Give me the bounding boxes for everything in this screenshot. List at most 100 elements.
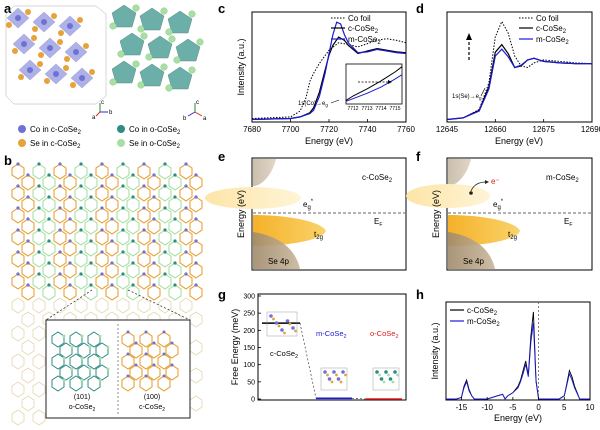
interface-inset-lattice xyxy=(51,330,179,392)
inset-c-co xyxy=(144,330,148,334)
co-polyhedron xyxy=(111,60,137,84)
lattice-co-atom xyxy=(121,162,125,166)
lattice-hexagon xyxy=(168,218,182,235)
lattice-hexagon xyxy=(137,185,151,202)
lattice-hexagon xyxy=(32,229,46,246)
legend-m-cose2: m-CoSe2 xyxy=(467,317,500,328)
panel-letter-h: h xyxy=(416,287,424,302)
lattice-hexagon xyxy=(21,240,35,257)
lattice-hexagon xyxy=(95,273,109,290)
lattice-hexagon xyxy=(63,196,77,213)
co-polyhedron xyxy=(147,35,173,59)
lattice-hexagon xyxy=(84,174,98,191)
axis-b-label: b xyxy=(109,110,113,116)
inset-c-hexagon xyxy=(121,331,135,348)
preedge-annotation: 1s(Co)→eg xyxy=(298,101,328,108)
lattice-hexagon xyxy=(74,229,88,246)
lattice-hexagon xyxy=(116,273,130,290)
lattice-co-atom xyxy=(184,206,188,210)
y-tick-label: 300 xyxy=(243,294,255,301)
se-atom xyxy=(117,50,125,58)
lattice-co-atom xyxy=(26,283,30,287)
diagram-title: c-CoSe2 xyxy=(362,173,393,184)
lattice-hexagon-faded xyxy=(32,409,46,426)
lattice-co-atom xyxy=(68,283,72,287)
inset-o-se xyxy=(62,334,66,338)
eg-label: eg* xyxy=(303,199,314,211)
lattice-co-atom xyxy=(37,228,41,232)
se4p-band xyxy=(253,232,300,269)
lattice-hexagon xyxy=(179,207,193,224)
inset-o-se xyxy=(70,345,74,349)
co-atom xyxy=(73,49,79,55)
lattice-hexagon xyxy=(32,207,46,224)
legend-c-cose2: c-CoSe2 xyxy=(348,24,379,35)
se-atom xyxy=(63,65,69,71)
lattice-co-atom xyxy=(121,206,125,210)
lattice-hexagon xyxy=(84,240,98,257)
eg-band xyxy=(406,184,490,208)
inset-o-se xyxy=(98,334,102,338)
x-tick-label: 7740 xyxy=(359,125,377,134)
y-axis-label: Intensity (a.u.) xyxy=(236,38,246,95)
lattice-co-atom xyxy=(16,250,20,254)
lattice-co-atom xyxy=(110,239,114,243)
panel-d-legend: Co foil c-CoSe2 m-CoSe2 xyxy=(519,14,569,46)
lattice-hexagon xyxy=(126,284,140,301)
legend-co-o: Co in o-CoSe2 xyxy=(129,125,181,136)
lattice-co-atom xyxy=(79,206,83,210)
inset-c-hexagon xyxy=(139,331,153,348)
lattice-co-atom xyxy=(131,239,135,243)
lattice-hexagon xyxy=(105,240,119,257)
lattice-hexagon xyxy=(189,284,203,301)
lattice-hexagon xyxy=(42,218,56,235)
se-atom xyxy=(160,7,168,15)
lattice-co-atom xyxy=(37,272,41,276)
lattice-co-atom xyxy=(142,184,146,188)
lattice-co-atom xyxy=(163,272,167,276)
y-tick-label: 250 xyxy=(243,311,255,318)
lattice-hexagon xyxy=(74,273,88,290)
lattice-hexagon xyxy=(116,207,130,224)
y-tick-label: 150 xyxy=(243,345,255,352)
dos-line-1 xyxy=(446,322,590,400)
lattice-co-atom xyxy=(68,173,72,177)
lattice-co-atom xyxy=(152,195,156,199)
lattice-hexagon-faded xyxy=(53,297,67,314)
series-line-1 xyxy=(447,43,592,121)
lattice-co-atom xyxy=(47,283,51,287)
lattice-hexagon-faded xyxy=(11,381,25,398)
inset-c-hexagon xyxy=(147,364,161,381)
x-tick-label: 7680 xyxy=(243,125,261,134)
se-atom xyxy=(109,78,117,86)
lattice-hexagon xyxy=(53,207,67,224)
lattice-hexagon xyxy=(42,240,56,257)
inset-o-se xyxy=(70,367,74,371)
se-kedge-series xyxy=(447,20,592,121)
inset-c-co xyxy=(162,352,166,356)
y-axis-label: Free Energy (meV) xyxy=(230,309,240,386)
inset-c-co xyxy=(126,330,130,334)
x-axis-label: Energy (eV) xyxy=(495,136,543,146)
lattice-hexagon xyxy=(11,251,25,268)
lattice-hexagon xyxy=(126,174,140,191)
series-line-0 xyxy=(252,38,406,119)
inset-o-se xyxy=(106,367,110,371)
y-tick-label: 0 xyxy=(251,397,255,404)
inset-o-se xyxy=(98,356,102,360)
lattice-co-atom xyxy=(16,206,20,210)
se-atom xyxy=(137,81,145,89)
fermi-label: EF xyxy=(564,217,572,228)
legend-se-c: Se in c-CoSe2 xyxy=(30,139,81,150)
lattice-hexagon xyxy=(147,240,161,257)
lattice-co-atom xyxy=(16,228,20,232)
lattice-hexagon-faded xyxy=(11,409,25,426)
intensity-arrowhead xyxy=(466,33,472,40)
inset-c-co xyxy=(170,341,174,345)
lattice-hexagon xyxy=(147,262,161,279)
c-cose2-crystal-structure xyxy=(5,5,107,105)
fermi-label: EF xyxy=(374,217,382,228)
inset-c-co xyxy=(126,352,130,356)
lattice-hexagon-faded xyxy=(11,325,25,342)
lattice-hexagon xyxy=(147,174,161,191)
